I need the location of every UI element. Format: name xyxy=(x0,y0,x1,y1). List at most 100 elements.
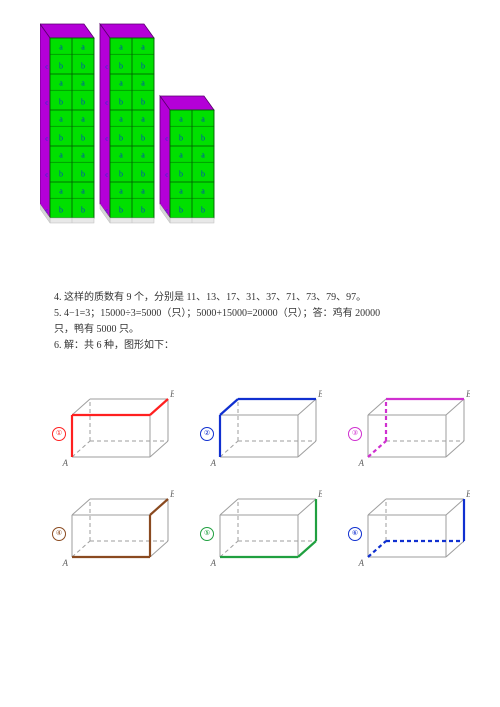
answer-4: 4. 这样的质数有 9 个，分别是 11、13、17、31、37、71、73、7… xyxy=(54,290,454,306)
tower-svg: ababababababababababcccccabababababababa… xyxy=(40,18,260,268)
svg-text:a: a xyxy=(119,151,123,160)
svg-text:b: b xyxy=(59,206,63,215)
cuboid-item: AB④ xyxy=(54,485,174,567)
svg-text:c: c xyxy=(165,137,168,143)
svg-text:a: a xyxy=(179,151,183,160)
svg-text:b: b xyxy=(81,206,85,215)
svg-text:a: a xyxy=(141,115,145,124)
svg-text:a: a xyxy=(81,79,85,88)
svg-text:a: a xyxy=(201,115,205,124)
svg-text:c: c xyxy=(105,173,108,179)
svg-text:a: a xyxy=(81,151,85,160)
cuboid-badge: ⑥ xyxy=(348,527,362,541)
svg-text:B: B xyxy=(318,489,322,499)
cuboid-grid: AB①AB②AB③ AB④AB⑤AB⑥ xyxy=(54,385,470,585)
svg-text:a: a xyxy=(59,79,63,88)
svg-text:c: c xyxy=(45,101,48,107)
cuboid-svg: AB xyxy=(54,485,174,567)
cuboid-badge: ③ xyxy=(348,427,362,441)
svg-text:B: B xyxy=(466,389,470,399)
svg-text:A: A xyxy=(210,558,217,567)
svg-text:B: B xyxy=(170,389,174,399)
svg-text:b: b xyxy=(141,170,145,179)
svg-text:b: b xyxy=(119,98,123,107)
svg-text:b: b xyxy=(141,134,145,143)
svg-text:b: b xyxy=(179,134,183,143)
cuboid-row: AB①AB②AB③ xyxy=(54,385,470,467)
cuboid-item: AB③ xyxy=(350,385,470,467)
cuboid-badge: ④ xyxy=(52,527,66,541)
svg-text:a: a xyxy=(119,43,123,52)
svg-text:b: b xyxy=(179,170,183,179)
cuboid-badge: ② xyxy=(200,427,214,441)
svg-text:a: a xyxy=(81,43,85,52)
cuboid-svg: AB xyxy=(350,385,470,467)
svg-text:a: a xyxy=(81,187,85,196)
cuboid-item: AB① xyxy=(54,385,174,467)
svg-text:c: c xyxy=(45,137,48,143)
cuboid-row: AB④AB⑤AB⑥ xyxy=(54,485,470,567)
tower-figure: ababababababababababcccccabababababababa… xyxy=(40,18,260,271)
cuboid-badge: ① xyxy=(52,427,66,441)
svg-text:b: b xyxy=(179,206,183,215)
cuboid-item: AB② xyxy=(202,385,322,467)
cuboid-item: AB⑤ xyxy=(202,485,322,567)
svg-text:a: a xyxy=(59,115,63,124)
svg-text:B: B xyxy=(318,389,322,399)
cuboid-svg: AB xyxy=(202,485,322,567)
svg-text:b: b xyxy=(141,206,145,215)
svg-text:a: a xyxy=(59,187,63,196)
svg-text:A: A xyxy=(62,458,69,467)
svg-text:c: c xyxy=(105,101,108,107)
cuboid-badge: ⑤ xyxy=(200,527,214,541)
svg-text:a: a xyxy=(179,115,183,124)
svg-text:a: a xyxy=(119,187,123,196)
svg-text:a: a xyxy=(201,187,205,196)
answers-block: 4. 这样的质数有 9 个，分别是 11、13、17、31、37、71、73、7… xyxy=(54,290,454,354)
svg-text:b: b xyxy=(141,98,145,107)
svg-text:A: A xyxy=(210,458,217,467)
svg-text:b: b xyxy=(59,62,63,71)
svg-text:b: b xyxy=(141,62,145,71)
svg-text:b: b xyxy=(59,170,63,179)
svg-text:b: b xyxy=(81,98,85,107)
answer-5b: 只，鸭有 5000 只。 xyxy=(54,322,454,338)
svg-text:b: b xyxy=(201,134,205,143)
svg-text:b: b xyxy=(119,62,123,71)
svg-text:b: b xyxy=(201,206,205,215)
svg-text:c: c xyxy=(45,173,48,179)
cuboid-item: AB⑥ xyxy=(350,485,470,567)
svg-text:A: A xyxy=(62,558,69,567)
svg-text:b: b xyxy=(81,170,85,179)
svg-text:b: b xyxy=(59,134,63,143)
svg-text:a: a xyxy=(119,79,123,88)
cuboid-svg: AB xyxy=(202,385,322,467)
svg-text:a: a xyxy=(141,43,145,52)
svg-text:a: a xyxy=(201,151,205,160)
svg-text:a: a xyxy=(141,79,145,88)
svg-text:B: B xyxy=(170,489,174,499)
svg-text:c: c xyxy=(45,65,48,71)
svg-text:b: b xyxy=(81,62,85,71)
svg-text:A: A xyxy=(358,458,365,467)
page: ababababababababababcccccabababababababa… xyxy=(0,0,500,707)
svg-text:a: a xyxy=(179,187,183,196)
answer-5a: 5. 4−1=3；15000÷3=5000（只）；5000+15000=2000… xyxy=(54,306,454,322)
cuboid-svg: AB xyxy=(350,485,470,567)
svg-text:A: A xyxy=(358,558,365,567)
svg-text:b: b xyxy=(201,170,205,179)
cuboid-svg: AB xyxy=(54,385,174,467)
svg-text:b: b xyxy=(119,170,123,179)
svg-text:a: a xyxy=(59,43,63,52)
svg-text:c: c xyxy=(165,173,168,179)
svg-text:b: b xyxy=(119,206,123,215)
svg-text:a: a xyxy=(141,187,145,196)
svg-text:b: b xyxy=(119,134,123,143)
svg-text:b: b xyxy=(81,134,85,143)
svg-text:c: c xyxy=(105,65,108,71)
svg-text:a: a xyxy=(141,151,145,160)
svg-text:c: c xyxy=(105,137,108,143)
svg-text:a: a xyxy=(81,115,85,124)
svg-text:a: a xyxy=(59,151,63,160)
svg-text:B: B xyxy=(466,489,470,499)
